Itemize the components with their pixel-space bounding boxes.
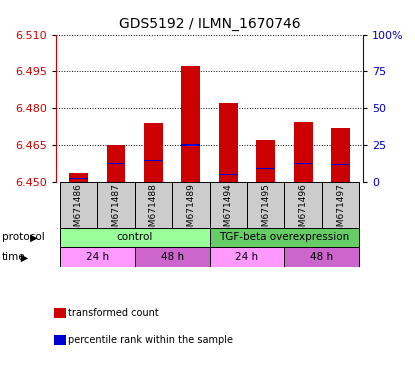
Bar xyxy=(219,174,238,175)
Bar xyxy=(247,182,284,228)
Text: 24 h: 24 h xyxy=(85,252,109,262)
Text: percentile rank within the sample: percentile rank within the sample xyxy=(68,335,234,345)
Bar xyxy=(256,140,275,182)
Text: GSM671497: GSM671497 xyxy=(336,183,345,238)
Text: GSM671495: GSM671495 xyxy=(261,183,270,238)
Text: GSM671486: GSM671486 xyxy=(74,183,83,238)
Bar xyxy=(331,164,350,165)
Text: control: control xyxy=(117,232,153,242)
Bar xyxy=(60,182,97,228)
Text: GSM671487: GSM671487 xyxy=(112,183,120,238)
Title: GDS5192 / ILMN_1670746: GDS5192 / ILMN_1670746 xyxy=(119,17,300,31)
Bar xyxy=(210,228,359,247)
Text: 48 h: 48 h xyxy=(161,252,184,262)
Text: GSM671488: GSM671488 xyxy=(149,183,158,238)
Bar xyxy=(181,66,200,182)
Bar xyxy=(144,123,163,182)
Text: GSM671489: GSM671489 xyxy=(186,183,195,238)
Bar xyxy=(284,182,322,228)
Bar xyxy=(97,182,135,228)
Bar xyxy=(219,103,238,182)
Bar xyxy=(135,182,172,228)
Text: protocol: protocol xyxy=(2,232,45,242)
Text: ▶: ▶ xyxy=(2,252,28,262)
Bar xyxy=(210,182,247,228)
Bar xyxy=(107,145,125,182)
Text: time: time xyxy=(2,252,26,262)
Bar xyxy=(69,178,88,179)
Bar xyxy=(60,228,210,247)
Bar xyxy=(210,247,284,267)
Text: ▶: ▶ xyxy=(2,233,38,243)
Bar xyxy=(181,144,200,146)
Text: GSM671494: GSM671494 xyxy=(224,183,233,238)
Bar xyxy=(294,122,312,182)
Bar xyxy=(284,247,359,267)
Bar xyxy=(60,247,135,267)
Text: 24 h: 24 h xyxy=(235,252,259,262)
Text: 48 h: 48 h xyxy=(310,252,334,262)
Bar xyxy=(256,168,275,169)
Bar xyxy=(172,182,210,228)
Text: TGF-beta overexpression: TGF-beta overexpression xyxy=(220,232,349,242)
Bar xyxy=(322,182,359,228)
Bar xyxy=(135,247,210,267)
Bar xyxy=(331,128,350,182)
Text: transformed count: transformed count xyxy=(68,308,159,318)
Text: GSM671496: GSM671496 xyxy=(299,183,308,238)
Bar xyxy=(69,173,88,182)
Bar xyxy=(294,163,312,164)
Bar xyxy=(107,163,125,164)
